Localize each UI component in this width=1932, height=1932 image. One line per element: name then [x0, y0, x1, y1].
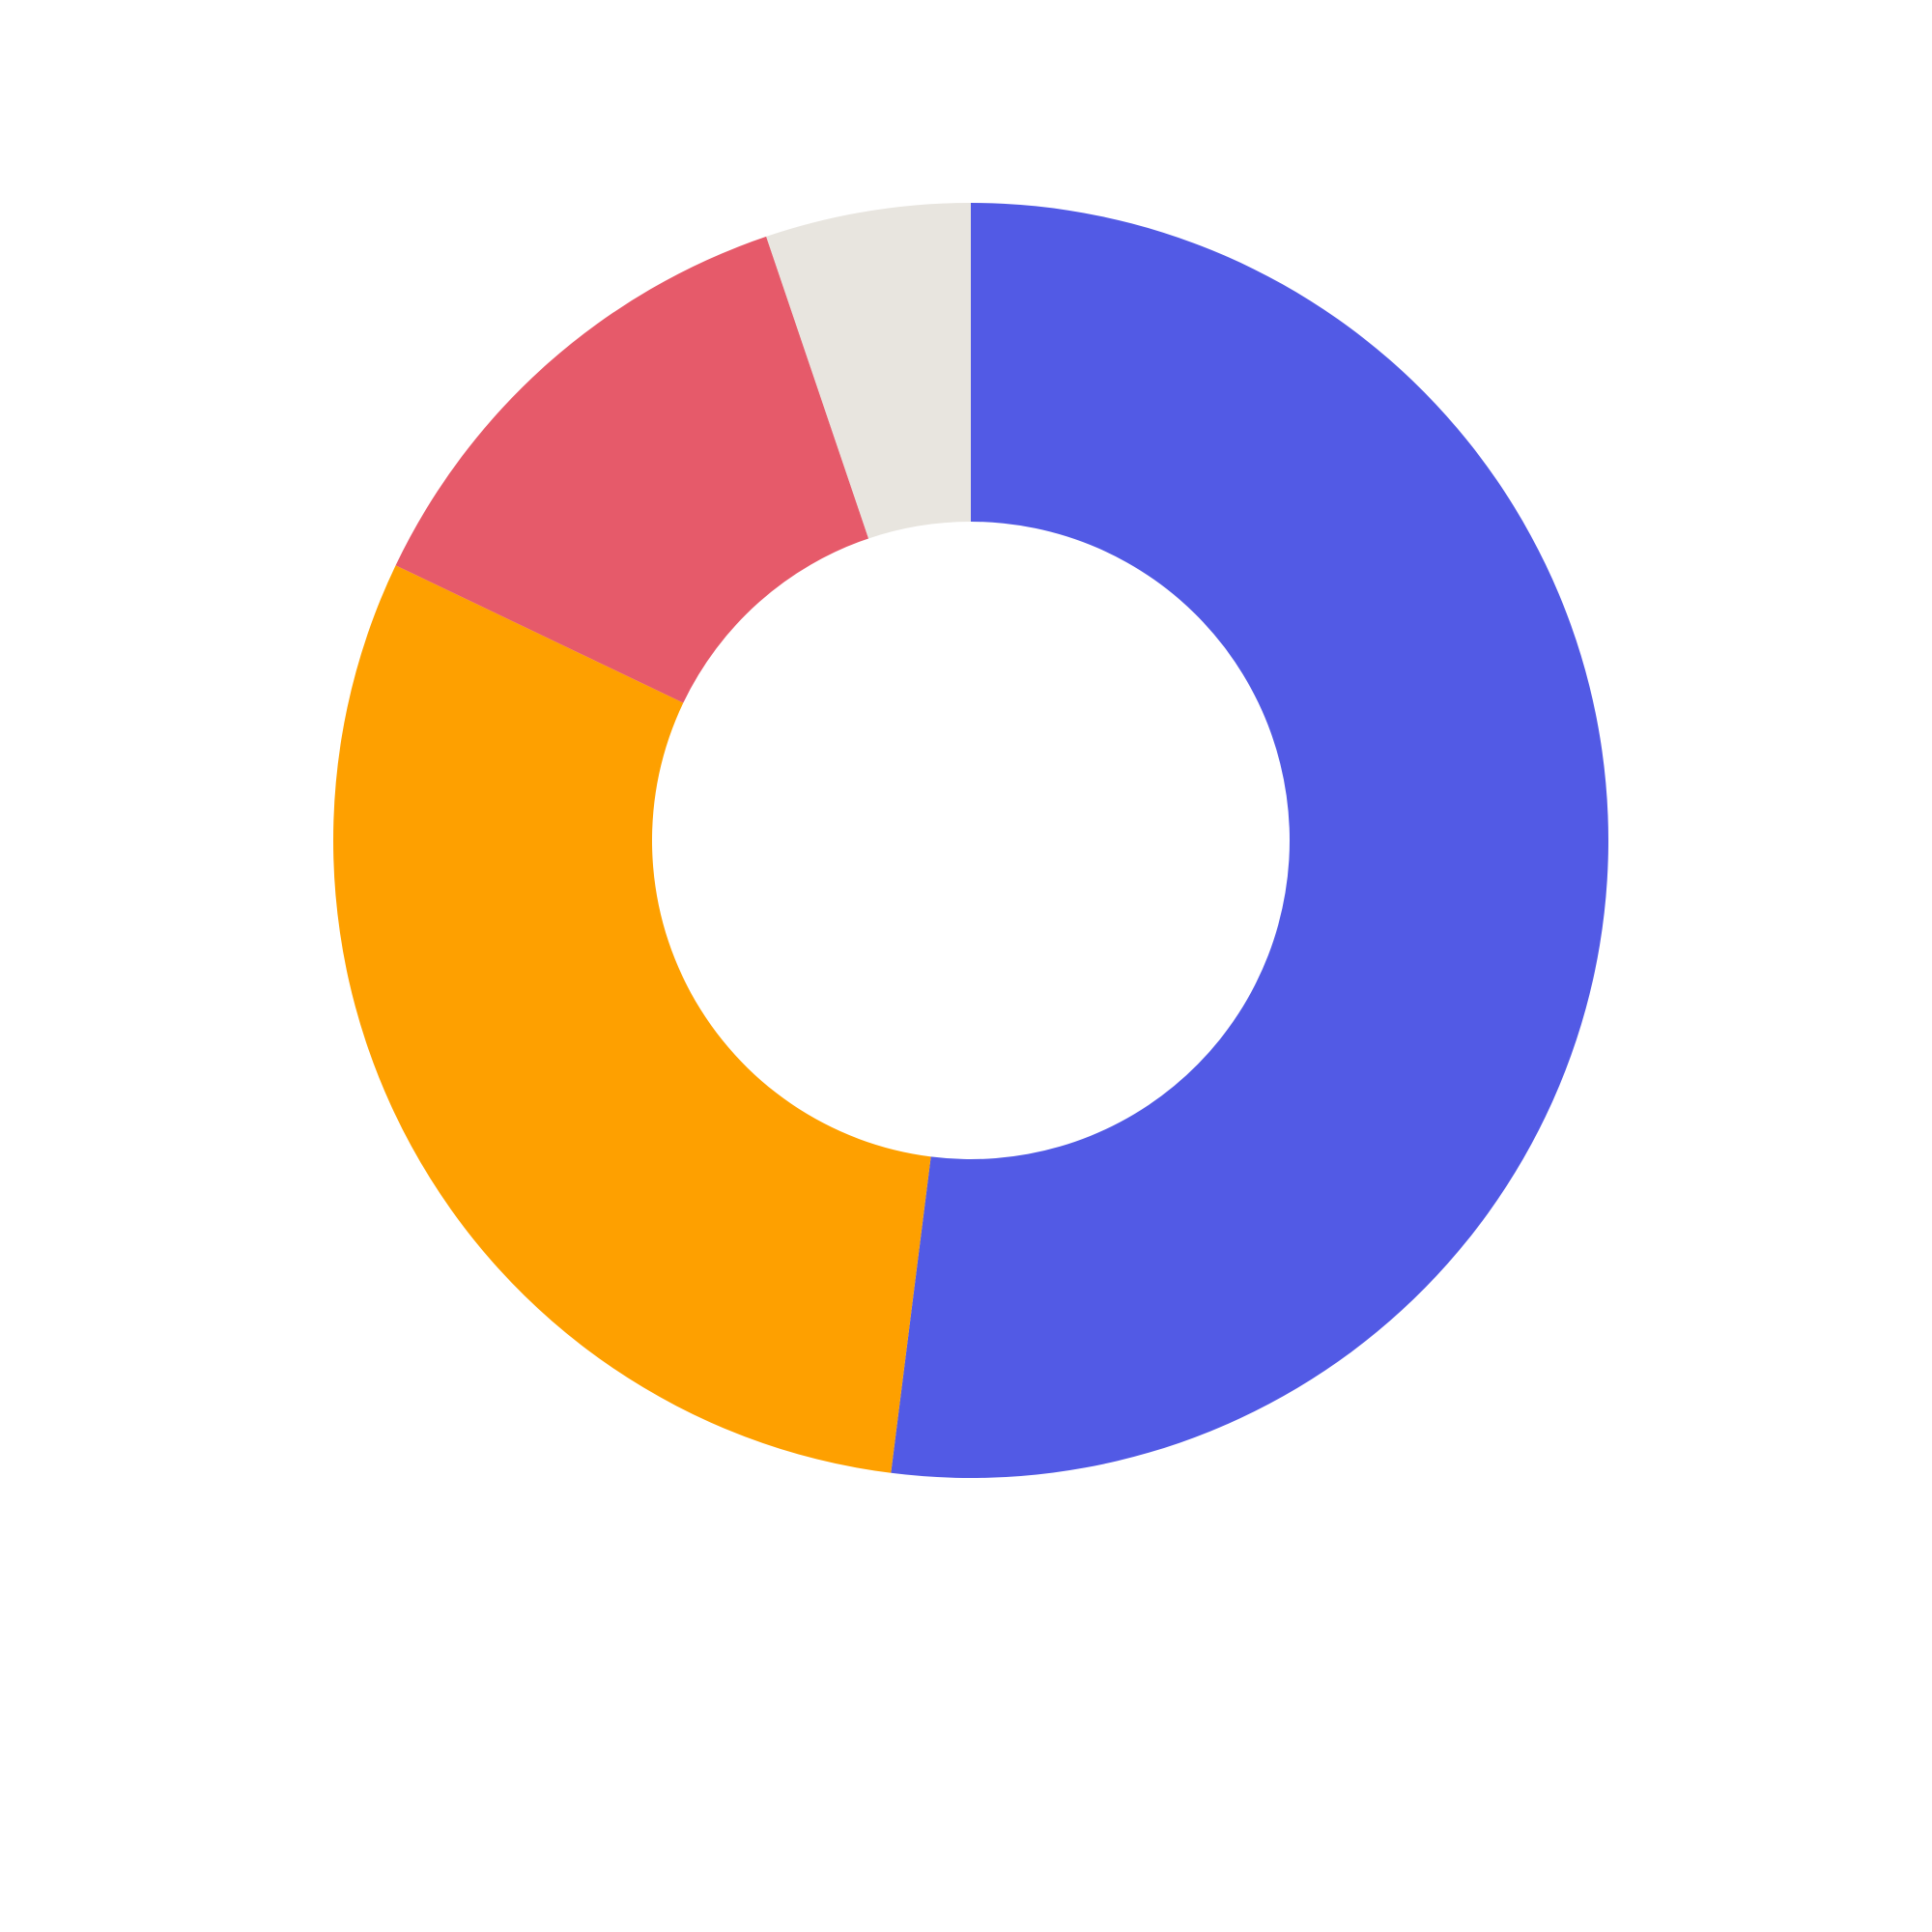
- donut-slice-2: [332, 565, 931, 1473]
- donut-slice-3: [395, 236, 869, 703]
- donut-slice-1: [891, 203, 1609, 1478]
- donut-slice-4: [766, 203, 971, 539]
- donut-slices: [332, 203, 1609, 1478]
